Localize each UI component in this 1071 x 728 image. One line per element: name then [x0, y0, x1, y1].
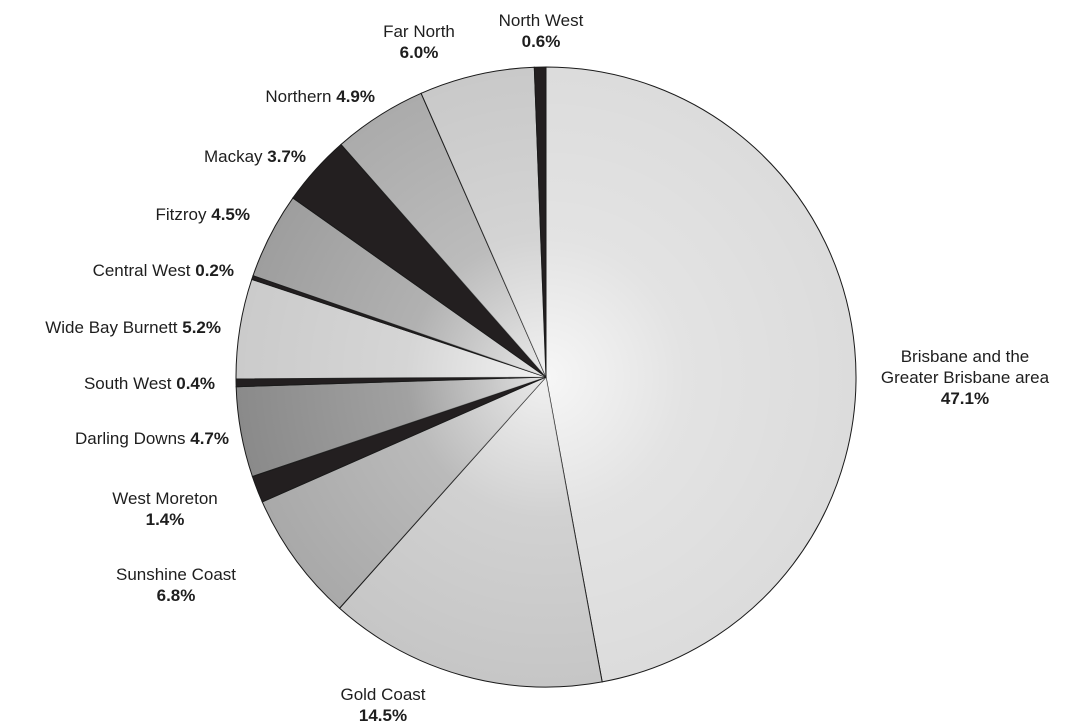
slice-label-south-west: South West 0.4%	[84, 374, 215, 393]
slice-label-north-west: North West 0.6%	[499, 11, 584, 51]
pie-slice-north-west	[533, 66, 547, 378]
slice-label-value: 0.6%	[522, 32, 561, 51]
slice-label-brisbane-and-the-greater-brisbane-area: Brisbane and the Greater Brisbane area 47.…	[881, 347, 1050, 408]
slice-label-value: 47.1%	[941, 389, 989, 408]
slice-label-name: Far North	[383, 22, 455, 41]
slice-label-name: Brisbane and the	[901, 347, 1030, 366]
slice-label-west-moreton: West Moreton 1.4%	[112, 489, 218, 529]
slice-label-name: Mackay	[204, 147, 267, 166]
pie-slice-sheen-far-north	[421, 67, 546, 377]
slice-label-value: 4.9%	[336, 87, 375, 106]
slice-label-name: Central West	[93, 261, 196, 280]
slice-label-name: Darling Downs	[75, 429, 190, 448]
slice-label-name: North West	[499, 11, 584, 30]
slice-label-name: Northern	[265, 87, 336, 106]
slice-label-mackay: Mackay 3.7%	[204, 147, 306, 166]
slice-label-value: 4.5%	[211, 205, 250, 224]
slice-label-name: Wide Bay Burnett	[45, 318, 182, 337]
slice-label-gold-coast: Gold Coast 14.5%	[340, 685, 425, 725]
pie-slice-sheen-brisbane-and-the-greater-brisbane-area	[546, 67, 857, 682]
pie-slice-sheen-gold-coast	[339, 377, 603, 688]
slice-label-name: South West	[84, 374, 176, 393]
slice-label-name: West Moreton	[112, 489, 218, 508]
slice-label-far-north: Far North 6.0%	[383, 22, 455, 62]
slice-label-value: 6.8%	[157, 586, 196, 605]
slice-label-fitzroy: Fitzroy 4.5%	[156, 205, 250, 224]
slice-label-value: 5.2%	[182, 318, 221, 337]
pie-slice-sheen-darling-downs	[236, 377, 546, 477]
slice-label-value: 6.0%	[400, 43, 439, 62]
slice-label-northern: Northern 4.9%	[265, 87, 375, 106]
slice-label-name: Sunshine Coast	[116, 565, 236, 584]
slice-label-value: 0.2%	[195, 261, 234, 280]
slice-label-value: 1.4%	[146, 510, 185, 529]
slice-label-darling-downs: Darling Downs 4.7%	[75, 429, 229, 448]
slice-label-name: Greater Brisbane area	[881, 368, 1050, 387]
pie-labels: Brisbane and the Greater Brisbane area 47.…	[45, 11, 1049, 725]
slice-label-value: 0.4%	[176, 374, 215, 393]
slice-label-name: Fitzroy	[156, 205, 212, 224]
slice-label-value: 3.7%	[267, 147, 306, 166]
pie-slices	[235, 66, 857, 688]
pie-slice-sheen-wide-bay-burnett	[236, 279, 546, 379]
pie-slice-sheen-sunshine-coast	[262, 377, 546, 609]
slice-label-sunshine-coast: Sunshine Coast 6.8%	[116, 565, 236, 605]
pie-slice-sheen-fitzroy	[253, 197, 546, 377]
slice-label-central-west: Central West 0.2%	[93, 261, 234, 280]
slice-label-wide-bay-burnett: Wide Bay Burnett 5.2%	[45, 318, 221, 337]
slice-label-value: 4.7%	[190, 429, 229, 448]
slice-label-value: 14.5%	[359, 706, 407, 725]
pie-slice-sheen-northern	[340, 93, 546, 377]
slice-label-name: Gold Coast	[340, 685, 425, 704]
